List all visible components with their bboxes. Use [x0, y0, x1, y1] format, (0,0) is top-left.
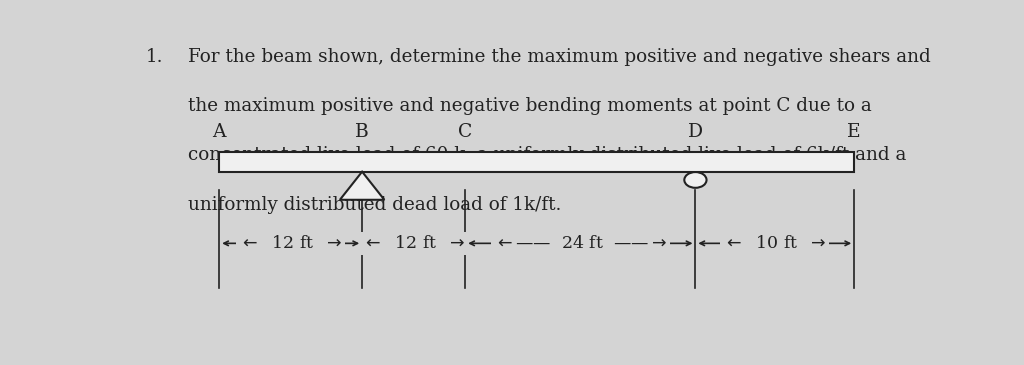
- Ellipse shape: [684, 172, 707, 188]
- Text: E: E: [847, 123, 861, 141]
- Text: 1.: 1.: [145, 48, 163, 66]
- Text: For the beam shown, determine the maximum positive and negative shears and: For the beam shown, determine the maximu…: [187, 48, 930, 66]
- Text: $\leftarrow$  10 ft  $\rightarrow$: $\leftarrow$ 10 ft $\rightarrow$: [723, 235, 826, 252]
- Text: D: D: [688, 123, 703, 141]
- Text: C: C: [458, 123, 472, 141]
- Bar: [219, 152, 854, 172]
- Polygon shape: [340, 172, 384, 200]
- Text: the maximum positive and negative bending moments at point C due to a: the maximum positive and negative bendin…: [187, 97, 871, 115]
- Text: A: A: [213, 123, 226, 141]
- Text: $\leftarrow$——  24 ft  ——$\rightarrow$: $\leftarrow$—— 24 ft ——$\rightarrow$: [494, 235, 667, 252]
- Text: B: B: [355, 123, 369, 141]
- Text: $\leftarrow$  12 ft  $\rightarrow$: $\leftarrow$ 12 ft $\rightarrow$: [239, 235, 342, 252]
- Text: uniformly distributed dead load of 1k/ft.: uniformly distributed dead load of 1k/ft…: [187, 196, 561, 214]
- Text: $\leftarrow$  12 ft  $\rightarrow$: $\leftarrow$ 12 ft $\rightarrow$: [361, 235, 466, 252]
- Text: concentrated live load of 60 k, a uniformly distributed live load of 6k/ft and a: concentrated live load of 60 k, a unifor…: [187, 146, 906, 164]
